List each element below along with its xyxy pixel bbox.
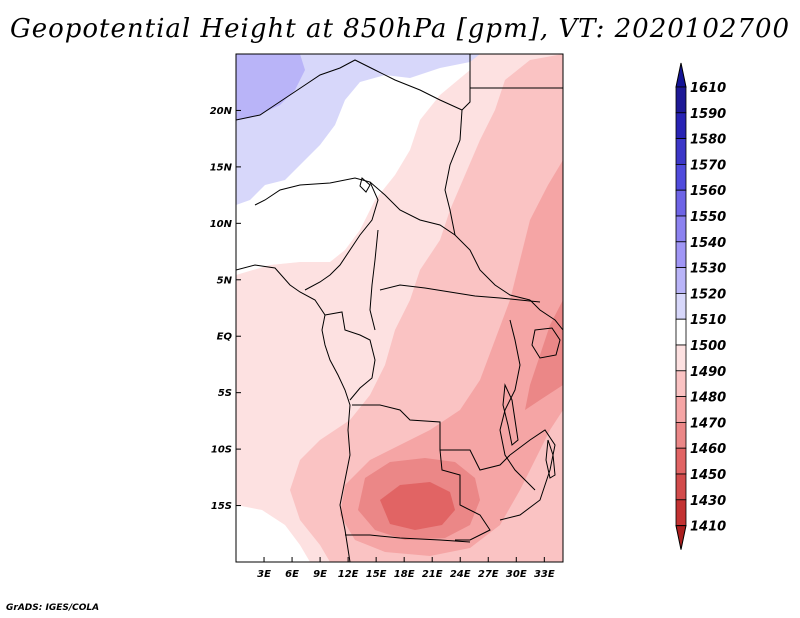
border-namibia bbox=[345, 534, 471, 543]
border-zambia-moz bbox=[499, 429, 556, 521]
lon-tick-label: 21E bbox=[422, 569, 443, 580]
map-frame bbox=[235, 53, 564, 563]
colorbar-bottom-arrow bbox=[675, 525, 687, 550]
lon-tick-label: 33E bbox=[534, 569, 555, 580]
coastline-west bbox=[236, 264, 351, 562]
border-car-drc bbox=[379, 284, 541, 303]
colorbar-label: 1520 bbox=[690, 287, 726, 302]
lon-tick-label: 15E bbox=[366, 569, 387, 580]
lake-malawi bbox=[545, 439, 556, 479]
colorbar-swatch bbox=[675, 318, 687, 346]
border-drc-angola bbox=[352, 404, 511, 471]
colorbar-label: 1480 bbox=[690, 391, 726, 406]
lake-tanganyika bbox=[502, 383, 519, 446]
colorbar-label: 1460 bbox=[690, 442, 726, 457]
colorbar-label: 1470 bbox=[690, 416, 726, 431]
height-field bbox=[236, 54, 563, 562]
colorbar-swatch bbox=[675, 267, 687, 294]
lat-tick-label: 5S bbox=[218, 388, 232, 399]
colorbar-label: 1510 bbox=[690, 313, 726, 328]
grads-credit: GrADS: IGES/COLA bbox=[6, 603, 100, 613]
colorbar-label: 1580 bbox=[690, 133, 726, 148]
border-niger-chad bbox=[236, 54, 471, 121]
field-band-1470 bbox=[525, 300, 563, 410]
field-band-1520 bbox=[236, 54, 480, 205]
colorbar-label: 1450 bbox=[690, 468, 726, 483]
colorbar-label: 1410 bbox=[690, 520, 726, 535]
colorbar-label: 1610 bbox=[690, 81, 726, 96]
colorbar-swatch bbox=[675, 292, 687, 320]
latitude-axis: 20N 15N 10N 5N EQ 5S 10S 15S bbox=[210, 106, 241, 512]
colorbar-swatch bbox=[675, 421, 687, 449]
border-angola-zambia bbox=[439, 449, 491, 541]
colorbar-swatch bbox=[675, 447, 687, 475]
border-uganda-kenya bbox=[529, 299, 563, 331]
lat-tick-label: 10S bbox=[211, 445, 232, 456]
country-borders bbox=[236, 54, 563, 562]
lat-tick-label: 5N bbox=[217, 275, 233, 286]
lat-tick-label: 15S bbox=[211, 501, 232, 512]
colorbar-label: 1570 bbox=[690, 158, 726, 173]
colorbar-swatch bbox=[675, 396, 687, 423]
border-sudan bbox=[444, 109, 463, 236]
colorbar-swatch bbox=[675, 189, 687, 217]
colorbar-swatch bbox=[675, 344, 687, 372]
field-band-1480 bbox=[340, 160, 563, 556]
colorbar-swatch bbox=[675, 163, 687, 191]
lon-tick-label: 3E bbox=[257, 569, 271, 580]
colorbar-label: 1500 bbox=[690, 339, 726, 354]
lon-tick-label: 9E bbox=[313, 569, 327, 580]
colorbar-label: 1550 bbox=[690, 210, 726, 225]
colorbar-swatch bbox=[675, 499, 687, 526]
colorbar-swatch bbox=[675, 473, 687, 501]
colorbar-label: 1540 bbox=[690, 236, 726, 251]
colorbar-label: 1560 bbox=[690, 184, 726, 199]
lat-tick-label: 10N bbox=[210, 219, 233, 230]
longitude-axis: 3E 6E 9E 12E 15E 18E 21E 24E 27E 30E 33E bbox=[257, 557, 555, 580]
colorbar-label: 1530 bbox=[690, 262, 726, 277]
map-title: Geopotential Height at 850hPa [gpm], VT:… bbox=[9, 14, 791, 44]
lake-victoria bbox=[531, 327, 561, 359]
colorbar: 1610 1590 1580 1570 1560 1550 1540 1530 1520 1510… bbox=[675, 62, 726, 550]
lat-tick-label: 20N bbox=[210, 106, 233, 117]
colorbar-label: 1490 bbox=[690, 365, 726, 380]
lon-tick-label: 18E bbox=[394, 569, 415, 580]
border-nigeria bbox=[254, 177, 379, 291]
lon-tick-label: 30E bbox=[506, 569, 527, 580]
colorbar-swatch bbox=[675, 112, 687, 140]
colorbar-swatch bbox=[675, 86, 687, 114]
border-east-lakes bbox=[499, 319, 536, 491]
colorbar-label: 1430 bbox=[690, 494, 726, 509]
lon-tick-label: 6E bbox=[285, 569, 299, 580]
colorbar-swatch bbox=[675, 370, 687, 397]
colorbar-top-arrow bbox=[675, 62, 687, 88]
border-gabon-congo bbox=[324, 311, 376, 401]
colorbar-label: 1590 bbox=[690, 107, 726, 122]
lake-chad bbox=[359, 177, 371, 193]
lat-tick-label: 15N bbox=[210, 162, 233, 173]
colorbar-swatch bbox=[675, 138, 687, 165]
field-band-1460 bbox=[380, 482, 455, 530]
lon-tick-label: 24E bbox=[450, 569, 471, 580]
colorbar-swatch bbox=[675, 241, 687, 269]
field-band-1530 bbox=[236, 54, 305, 120]
lon-tick-label: 27E bbox=[478, 569, 499, 580]
lat-tick-label: EQ bbox=[217, 332, 233, 343]
colorbar-swatch bbox=[675, 215, 687, 243]
border-cameroon bbox=[369, 229, 379, 331]
field-band-1510-south bbox=[236, 505, 310, 562]
lon-tick-label: 12E bbox=[338, 569, 359, 580]
